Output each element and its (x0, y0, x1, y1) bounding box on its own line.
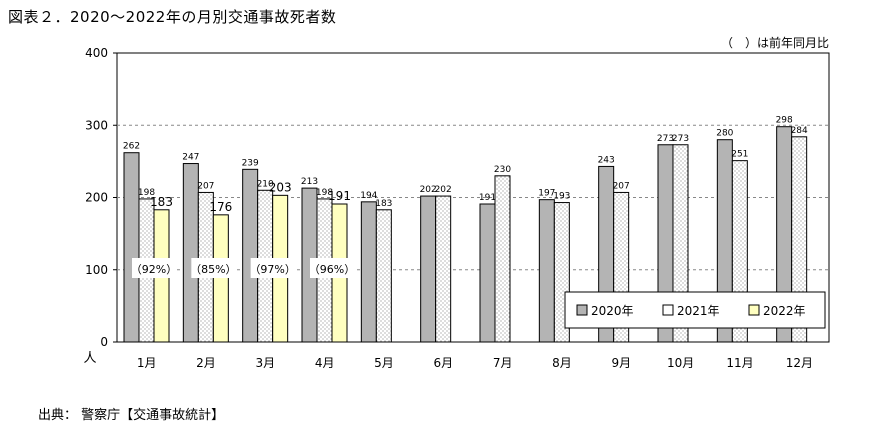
ratio-label-bg (310, 258, 354, 278)
legend-swatch (662, 304, 674, 316)
data-label: 198 (138, 188, 155, 198)
data-label: 194 (360, 191, 377, 201)
data-label: 230 (494, 165, 511, 175)
data-label: 262 (123, 142, 140, 152)
data-label: 183 (375, 199, 392, 209)
x-tick-label: 2月 (196, 356, 216, 370)
x-tick-label: 6月 (434, 356, 454, 370)
ratio-label-bg (132, 258, 176, 278)
data-label: 176 (209, 200, 232, 214)
bar-2022年 (212, 214, 229, 343)
ratio-note: （ ）は前年同月比 (721, 35, 829, 50)
y-tick-label: 200 (85, 191, 108, 205)
x-tick-label: 8月 (552, 356, 572, 370)
data-label: 183 (150, 195, 173, 209)
bar-2020年 (123, 152, 140, 343)
data-label: 203 (269, 180, 292, 194)
ratio-label: （85%） (190, 263, 236, 276)
legend-label: 2022年 (763, 304, 806, 318)
data-label: 197 (538, 189, 555, 199)
bar-2020年 (420, 195, 437, 343)
data-label: 207 (197, 181, 214, 191)
ratio-label: （96%） (309, 263, 355, 276)
data-label: 298 (776, 116, 793, 126)
bar-2021年 (494, 175, 511, 343)
data-label: 198 (316, 188, 333, 198)
bar-2021年 (791, 136, 808, 343)
x-tick-label: 11月 (726, 356, 753, 370)
x-tick-label: 9月 (612, 356, 632, 370)
source-note: 出典： 警察庁【交通事故統計】 (38, 408, 225, 423)
data-label: 243 (598, 155, 615, 165)
y-tick-label: 300 (85, 118, 108, 132)
x-tick-label: 4月 (315, 356, 335, 370)
data-label: 213 (301, 177, 318, 187)
bar-2020年 (538, 199, 555, 343)
bar-2021年 (375, 209, 392, 343)
bar-2020年 (182, 163, 199, 343)
x-tick-label: 3月 (256, 356, 276, 370)
y-tick-label: 400 (85, 46, 108, 60)
y-tick-label: 100 (85, 263, 108, 277)
data-label: 247 (182, 153, 199, 163)
bar-2020年 (242, 168, 259, 343)
y-tick-label: 0 (100, 335, 108, 349)
data-label: 273 (657, 134, 674, 144)
ratio-label: （92%） (131, 263, 177, 276)
page-title: 図表２．2020～2022年の月別交通事故死者数 (8, 8, 337, 26)
legend-swatch (576, 304, 588, 316)
data-label: 239 (242, 158, 259, 168)
legend-label: 2020年 (591, 304, 634, 318)
ratio-label: （97%） (249, 263, 295, 276)
data-label: 191 (328, 189, 351, 203)
data-label: 280 (716, 129, 733, 139)
bar-2020年 (360, 201, 377, 343)
data-label: 207 (613, 181, 630, 191)
data-label: 251 (731, 150, 748, 160)
x-tick-label: 7月 (493, 356, 513, 370)
data-label: 191 (479, 193, 496, 203)
x-tick-label: 10月 (667, 356, 694, 370)
legend (564, 291, 826, 329)
x-tick-label: 12月 (786, 356, 813, 370)
data-label: 284 (791, 126, 808, 136)
bar-2020年 (479, 203, 496, 343)
bar-2021年 (435, 195, 452, 343)
data-label: 202 (420, 185, 437, 195)
data-label: 210 (257, 179, 274, 189)
data-label: 193 (553, 192, 570, 202)
ratio-label-bg (250, 258, 295, 278)
x-tick-label: 1月 (137, 356, 157, 370)
legend-label: 2021年 (677, 304, 720, 318)
ratio-label-bg (191, 258, 236, 278)
y-axis-label: 人 (83, 351, 96, 366)
data-label: 202 (435, 185, 452, 195)
data-label: 273 (672, 134, 689, 144)
x-tick-label: 5月 (374, 356, 394, 370)
legend-swatch (748, 304, 760, 316)
